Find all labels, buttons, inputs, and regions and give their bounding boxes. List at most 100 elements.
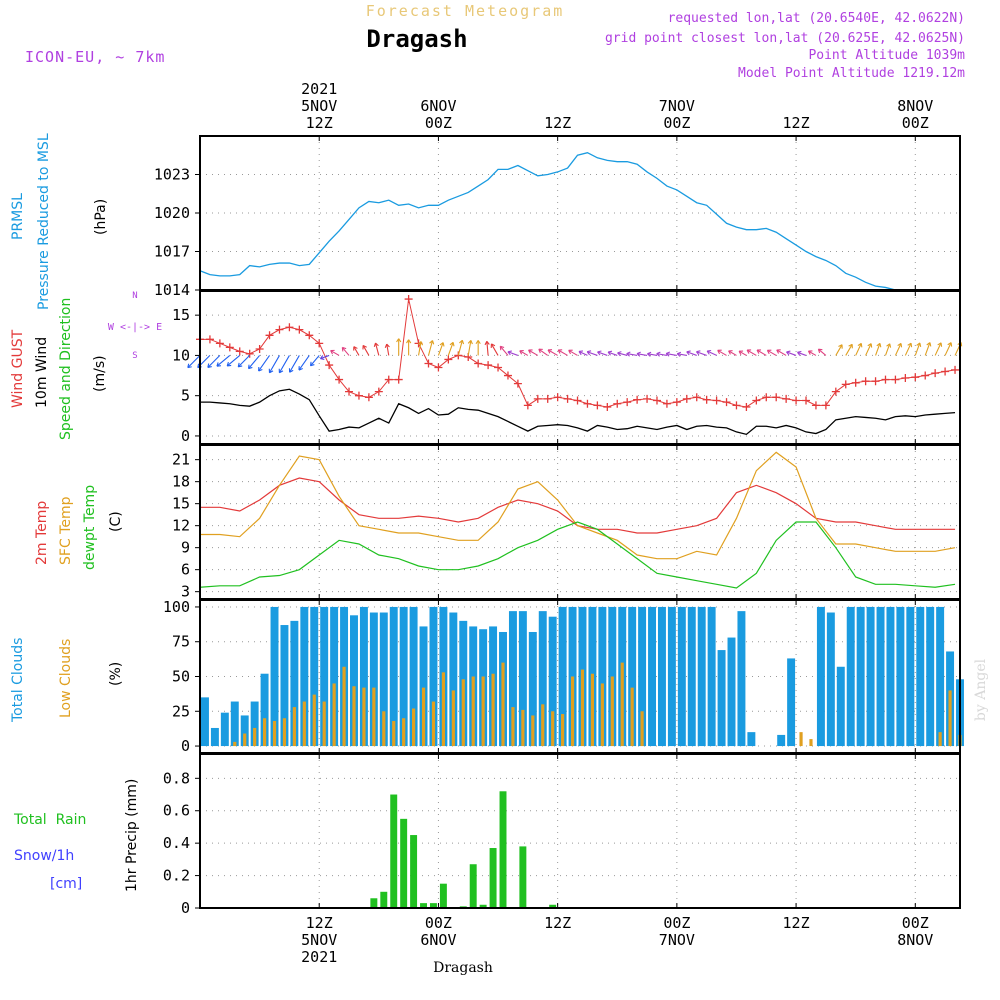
pressure-side-label: PRMSL Pressure Reduced to MSL (hPa) — [10, 133, 109, 310]
total-cloud-bar — [230, 701, 239, 747]
wind-arrow — [746, 349, 757, 356]
low-cloud-bar — [412, 708, 416, 747]
total-cloud-bar — [558, 606, 567, 747]
wind-arrowhead — [665, 351, 671, 357]
wind-arrowhead — [607, 350, 613, 356]
forecast-label: Forecast Meteogram — [366, 2, 565, 20]
wind-arrowhead — [867, 343, 873, 348]
low-cloud-bar — [431, 701, 436, 747]
wind-10m-label: 10m Wind — [34, 337, 50, 408]
y-tick-label: 0 — [181, 427, 190, 445]
y-tick-label: 9 — [181, 539, 190, 557]
wind-arrowhead — [319, 355, 325, 361]
wind-arrowhead — [947, 342, 953, 347]
gust-marker — [543, 394, 552, 403]
wind-arrow — [248, 355, 261, 369]
gust-marker — [325, 361, 334, 370]
low-cloud-bar — [471, 676, 475, 747]
gust-marker — [662, 399, 671, 408]
gust-marker — [682, 394, 691, 403]
temp-dewpt-line — [199, 521, 956, 589]
gust-marker — [821, 401, 830, 410]
wind-arrowhead — [738, 350, 744, 356]
total-cloud-bar — [896, 606, 905, 747]
top-time-label: 00Z — [902, 114, 929, 132]
low-cloud-bar — [570, 676, 575, 747]
wind-arrow — [914, 342, 921, 356]
low-cloud-bar — [481, 676, 485, 747]
y-tick-label: 15 — [172, 495, 190, 513]
wind-arrowhead — [728, 350, 733, 355]
wind-arrowhead — [439, 342, 445, 347]
temp-sfc-label: SFC Temp — [58, 496, 74, 565]
wind-arrow — [786, 351, 797, 356]
total-cloud-bar — [717, 650, 726, 747]
wind-arrow — [353, 346, 360, 356]
low-cloud-bar — [531, 715, 535, 747]
wind-arrowhead — [686, 350, 691, 356]
gust-marker — [583, 399, 592, 408]
low-cloud-bar — [253, 727, 257, 747]
total-cloud-bar — [419, 626, 428, 747]
top-time-label: 12Z — [544, 114, 571, 132]
y-tick-label: 1017 — [154, 243, 190, 261]
wind-arrow — [924, 342, 931, 356]
wind-arrowhead — [475, 340, 481, 345]
gust-marker — [424, 359, 433, 368]
wind-arrowhead — [362, 344, 367, 350]
wind-arrow — [226, 354, 241, 367]
gust-marker — [265, 331, 274, 340]
y-tick-label: 0 — [181, 899, 190, 917]
wind-arrow — [696, 351, 707, 356]
total-cloud-bar — [379, 612, 388, 747]
temp-sfc-line — [200, 451, 956, 560]
total-cloud-bar — [697, 606, 706, 747]
low-cloud-bar — [799, 732, 803, 747]
total-cloud-bar — [916, 606, 925, 747]
gust-marker — [285, 323, 294, 332]
wind-arrowhead — [817, 348, 823, 354]
plot-area: 1014 1017 1020 1023 0 5 10 15 3 6 9 12 15 18 21 0 25 50 75… — [154, 80, 964, 966]
total-cloud-bar — [926, 606, 935, 747]
pressure-label-1: PRMSL — [10, 193, 26, 240]
total-cloud-bar — [936, 606, 945, 747]
wind-arrowhead — [706, 349, 712, 355]
gust-marker — [374, 387, 383, 396]
top-time-label: 7NOV — [659, 97, 695, 115]
y-tick-label: 25 — [172, 702, 190, 720]
wind-arrow — [547, 349, 558, 356]
top-time-label: 8NOV — [897, 97, 933, 115]
bottom-time-label: 00Z — [902, 914, 929, 932]
wind-arrowhead — [258, 366, 263, 372]
y-tick-label: 0.8 — [163, 769, 190, 787]
gust-marker — [384, 375, 393, 384]
wind-arrow — [216, 354, 231, 367]
gust-marker — [434, 363, 443, 372]
total-cloud-bar — [290, 620, 299, 747]
y-tick-label: 12 — [172, 517, 190, 535]
precip-bar — [499, 791, 507, 908]
total-cloud-bar — [747, 732, 756, 747]
total-cloud-bar — [399, 606, 408, 747]
total-cloud-bar — [270, 606, 279, 747]
total-cloud-bar — [727, 637, 736, 747]
wind-arrow — [207, 355, 221, 368]
precip-bar — [420, 903, 428, 908]
low-cloud-bar — [501, 662, 505, 747]
gust-marker — [623, 398, 632, 407]
wind-arrowhead — [278, 368, 284, 374]
total-cloud-bar — [787, 658, 796, 747]
wind-arrow — [457, 340, 463, 356]
wind-arrow — [717, 349, 727, 356]
gust-marker — [881, 375, 890, 384]
total-cloud-bar — [836, 666, 845, 747]
wind-arrow — [934, 342, 942, 356]
low-cloud-bar — [233, 741, 237, 747]
wind-speed-dir-label: Speed and Direction — [58, 298, 74, 440]
wind-arrow — [519, 350, 529, 356]
wind-arrowhead — [406, 339, 412, 344]
low-cloud-bar — [312, 694, 316, 747]
gust-marker — [951, 365, 960, 374]
total-cloud-bar — [866, 606, 875, 747]
low-cloud-bar — [342, 666, 346, 747]
